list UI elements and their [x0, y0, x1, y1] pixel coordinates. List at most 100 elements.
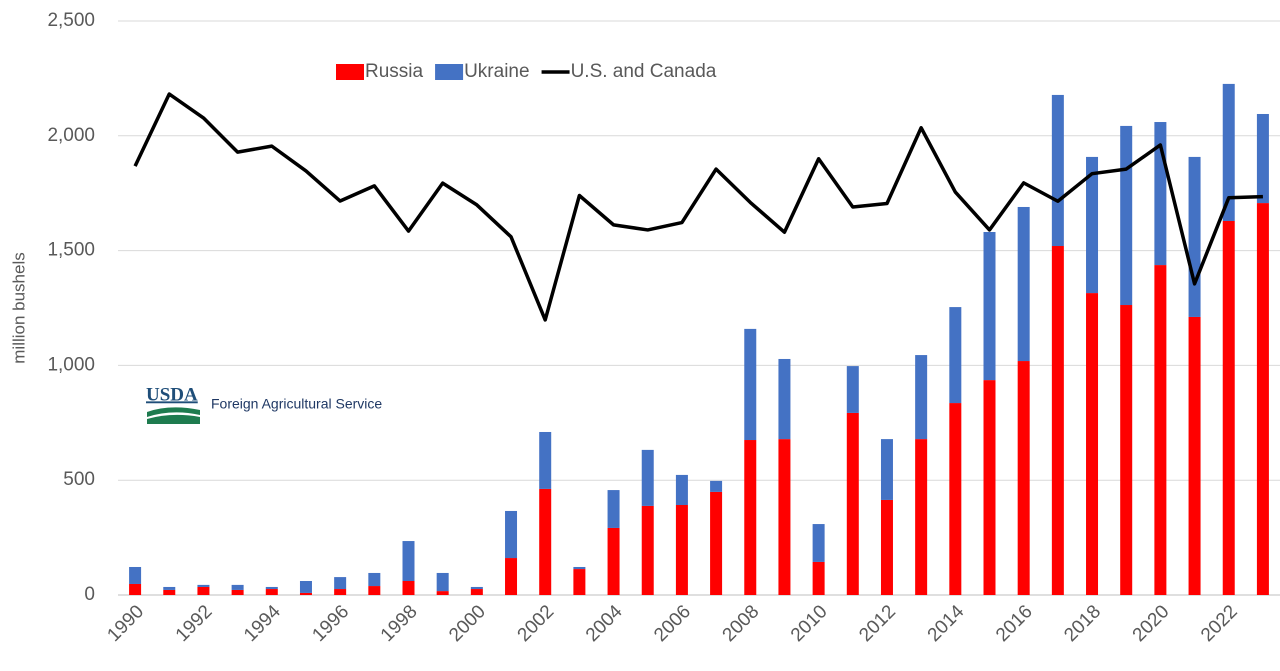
x-tick-label: 2008	[719, 601, 764, 646]
logo-swoosh	[147, 414, 200, 424]
bar	[539, 431, 552, 489]
bar	[983, 232, 996, 381]
bar	[880, 439, 893, 500]
logo-swoosh	[147, 407, 200, 417]
bar	[1154, 265, 1167, 595]
x-tick-label: 1990	[103, 601, 148, 646]
bar	[334, 589, 347, 595]
x-tick-label: 2010	[787, 601, 832, 646]
bar	[915, 439, 928, 595]
bar	[880, 499, 893, 595]
legend-label: U.S. and Canada	[571, 61, 717, 82]
x-tick-label: 2018	[1060, 601, 1105, 646]
bar	[607, 527, 620, 595]
bar	[573, 569, 586, 595]
x-tick-label: 2004	[582, 601, 627, 646]
bar	[675, 504, 688, 595]
bar	[1188, 316, 1201, 595]
x-tick-label: 1992	[172, 601, 217, 646]
line	[133, 92, 1263, 322]
y-tick-label: 0	[84, 584, 95, 605]
bar	[949, 307, 962, 404]
bar	[129, 566, 142, 584]
x-tick-label: 2016	[992, 601, 1037, 646]
logo: USDA Foreign Agricultural Service	[146, 384, 382, 424]
bar	[505, 558, 518, 595]
legend-swatch	[336, 64, 364, 80]
bar	[573, 566, 586, 570]
bar	[846, 366, 859, 413]
bar	[710, 491, 723, 595]
bar	[299, 592, 312, 595]
bar	[744, 328, 757, 441]
bar	[129, 583, 142, 595]
bar	[231, 584, 244, 590]
y-tick-label: 1,000	[47, 354, 95, 375]
bar	[265, 586, 278, 590]
bar	[163, 586, 176, 590]
bar	[1086, 293, 1099, 595]
y-tick-label: 2,500	[47, 10, 95, 31]
x-tick-label: 2014	[924, 601, 969, 646]
bar	[1051, 94, 1064, 247]
bar	[163, 589, 176, 595]
bar	[949, 403, 962, 595]
bar	[607, 490, 620, 528]
legend-swatch	[435, 64, 464, 80]
bar	[812, 524, 825, 562]
x-tick-label: 2006	[650, 601, 695, 646]
bar	[641, 505, 654, 595]
x-tick-label: 1994	[240, 601, 285, 646]
bar	[1120, 125, 1133, 306]
bar	[231, 589, 244, 595]
x-tick-label: 1998	[377, 601, 422, 646]
bar	[334, 577, 347, 590]
y-axis-label: million bushels	[9, 252, 28, 364]
bar	[402, 580, 415, 595]
bar	[778, 439, 791, 595]
bar	[1222, 83, 1235, 221]
bar	[1120, 305, 1133, 595]
bar	[539, 488, 552, 595]
bar	[641, 449, 654, 506]
bar	[710, 480, 723, 492]
bar	[846, 412, 859, 595]
bar	[675, 474, 688, 505]
x-tick-label: 2020	[1129, 601, 1174, 646]
bar	[436, 572, 449, 592]
y-tick-label: 500	[63, 469, 95, 490]
bar	[368, 586, 381, 595]
bar	[812, 561, 825, 595]
bar	[265, 589, 278, 595]
bar	[1086, 156, 1099, 294]
bar	[983, 380, 996, 595]
bar	[1017, 361, 1030, 595]
bar	[744, 440, 757, 595]
bar	[1256, 113, 1269, 204]
x-tick-label: 2022	[1197, 601, 1242, 646]
legend-label: Ukraine	[464, 61, 529, 82]
x-tick-label: 1996	[308, 601, 353, 646]
bar	[470, 589, 483, 595]
bar	[1051, 246, 1064, 595]
x-tick-label: 2002	[514, 601, 559, 646]
bar	[1188, 156, 1201, 317]
logo-mark: USDA	[146, 384, 198, 405]
x-tick-label: 2012	[855, 601, 900, 646]
bar	[368, 572, 381, 587]
bar	[1256, 203, 1269, 595]
bar	[470, 586, 483, 590]
bar	[299, 580, 312, 593]
bar	[1017, 206, 1030, 362]
bar	[402, 541, 415, 581]
bar	[915, 355, 928, 440]
bar	[197, 586, 210, 595]
bar	[436, 591, 449, 595]
y-tick-label: 1,500	[47, 240, 95, 261]
legend-label: Russia	[365, 61, 424, 82]
logo-text: Foreign Agricultural Service	[211, 396, 382, 412]
x-tick-label: 2000	[445, 601, 490, 646]
bar	[778, 358, 791, 440]
bar	[505, 510, 518, 559]
